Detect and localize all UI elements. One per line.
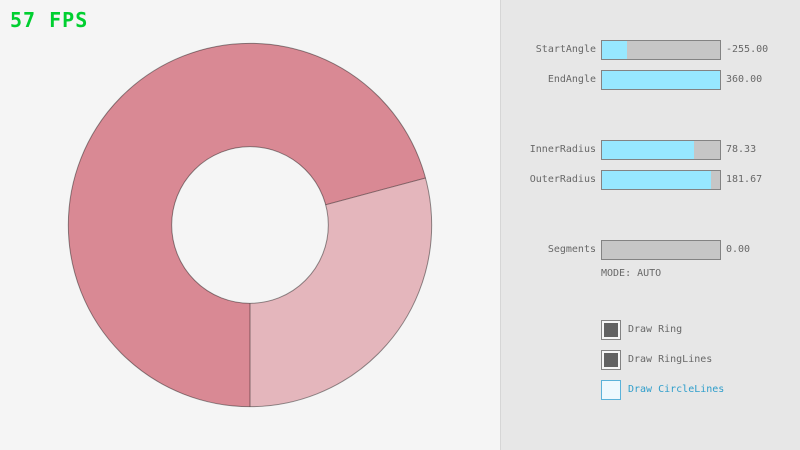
overlap-sector: [68, 43, 426, 407]
slider-value: -255.00: [726, 44, 769, 55]
slider-value: 360.00: [726, 74, 763, 85]
outerradius-slider[interactable]: [601, 170, 721, 190]
innerradius-slider[interactable]: [601, 140, 721, 160]
draw-circlelines-checkbox-row: Draw CircleLines: [601, 380, 724, 400]
fps-counter: 57 FPS: [10, 8, 89, 32]
ring-outline: [171, 146, 329, 304]
endangle-slider[interactable]: [601, 70, 721, 90]
startangle-slider[interactable]: [601, 40, 721, 60]
slider-label: Segments: [547, 244, 596, 255]
ring-segment-line: [325, 177, 426, 206]
slider-row: OuterRadius 181.67: [501, 170, 800, 190]
slider-label: OuterRadius: [529, 174, 596, 185]
checkbox-label: Draw CircleLines: [628, 384, 725, 395]
slider-row: Segments 0.00: [501, 240, 800, 260]
draw-ringlines-checkbox[interactable]: [601, 350, 621, 370]
slider-value: 181.67: [726, 174, 763, 185]
slider-value: 0.00: [726, 244, 751, 255]
ring-outline: [67, 42, 433, 408]
draw-ring-checkbox-row: Draw Ring: [601, 320, 682, 340]
draw-ring-checkbox[interactable]: [601, 320, 621, 340]
slider-fill: [602, 41, 627, 59]
controls-panel: StartAngle -255.00 EndAngle 360.00 Inner…: [500, 0, 800, 450]
checkbox-label: Draw Ring: [628, 324, 683, 335]
slider-value: 78.33: [726, 144, 757, 155]
single-sector: [250, 177, 432, 407]
check-mark: [604, 323, 618, 337]
mode-label: MODE: AUTO: [601, 268, 662, 279]
segments-slider[interactable]: [601, 240, 721, 260]
slider-fill: [602, 171, 711, 189]
draw-circlelines-checkbox[interactable]: [601, 380, 621, 400]
slider-label: InnerRadius: [529, 144, 596, 155]
slider-label: EndAngle: [547, 74, 596, 85]
slider-label: StartAngle: [535, 44, 596, 55]
slider-fill: [602, 71, 720, 89]
check-mark: [604, 353, 618, 367]
checkbox-label: Draw RingLines: [628, 354, 713, 365]
draw-ringlines-checkbox-row: Draw RingLines: [601, 350, 712, 370]
slider-row: StartAngle -255.00: [501, 40, 800, 60]
slider-row: EndAngle 360.00: [501, 70, 800, 90]
slider-row: InnerRadius 78.33: [501, 140, 800, 160]
slider-fill: [602, 141, 695, 159]
